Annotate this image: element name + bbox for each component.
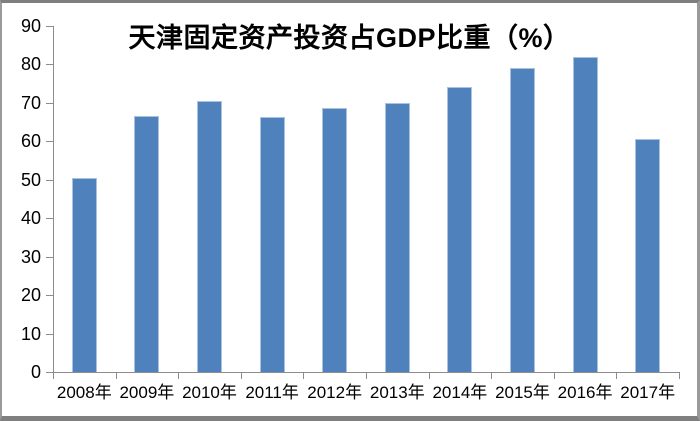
- bar: [447, 87, 473, 372]
- y-tick-mark: [46, 256, 53, 258]
- x-tick-label: 2015年: [495, 383, 550, 402]
- x-tick-label: 2011年: [245, 383, 299, 402]
- y-tick-label: 70: [20, 92, 41, 113]
- bar: [510, 68, 535, 372]
- x-tick-mark: [366, 373, 367, 379]
- x-tick-mark: [491, 373, 493, 379]
- x-tick-label: 2008年: [56, 383, 112, 402]
- x-tick-mark: [553, 373, 555, 379]
- bar: [259, 116, 285, 372]
- y-tick-mark: [46, 26, 53, 27]
- x-tick-mark: [53, 373, 54, 379]
- y-tick-label: 80: [20, 54, 41, 75]
- y-tick-mark: [46, 179, 53, 181]
- x-tick-label: 2016年: [557, 383, 613, 402]
- x-tick-label: 2014年: [432, 383, 488, 402]
- bar: [197, 100, 222, 372]
- y-tick-mark: [46, 102, 53, 104]
- y-tick-label: 60: [20, 131, 41, 152]
- bar: [384, 102, 410, 372]
- x-tick-mark: [178, 373, 180, 379]
- bar: [322, 107, 348, 372]
- x-axis-line: [53, 372, 680, 373]
- x-tick-mark: [679, 373, 680, 379]
- y-tick-mark: [46, 333, 53, 335]
- bar: [572, 57, 598, 372]
- x-tick-label: 2009年: [119, 383, 175, 402]
- y-tick-label: 50: [20, 169, 41, 190]
- y-tick-mark: [46, 141, 53, 143]
- y-tick-label: 40: [20, 208, 41, 229]
- bar: [71, 177, 97, 372]
- y-tick-label: 10: [20, 323, 41, 344]
- x-tick-mark: [240, 373, 242, 379]
- x-tick-mark: [616, 373, 618, 379]
- bar: [134, 115, 160, 372]
- x-tick-mark: [428, 373, 430, 379]
- y-tick-label: 90: [20, 16, 41, 36]
- y-tick-label: 0: [30, 362, 41, 382]
- x-tick-label: 2017年: [620, 383, 676, 402]
- y-tick-label: 20: [20, 285, 41, 306]
- y-axis-line: [53, 26, 54, 373]
- y-tick-label: 30: [20, 246, 41, 267]
- y-tick-mark: [46, 372, 53, 373]
- y-tick-mark: [46, 218, 53, 220]
- bar: [635, 139, 661, 372]
- x-tick-mark: [115, 373, 117, 379]
- x-tick-label: 2013年: [369, 383, 425, 402]
- x-tick-label: 2012年: [307, 383, 363, 402]
- y-tick-mark: [46, 295, 53, 297]
- y-tick-mark: [46, 64, 53, 66]
- x-tick-mark: [303, 373, 305, 379]
- chart-title: 天津固定资产投资占GDP比重（%）: [128, 23, 571, 53]
- x-tick-label: 2010年: [182, 383, 237, 402]
